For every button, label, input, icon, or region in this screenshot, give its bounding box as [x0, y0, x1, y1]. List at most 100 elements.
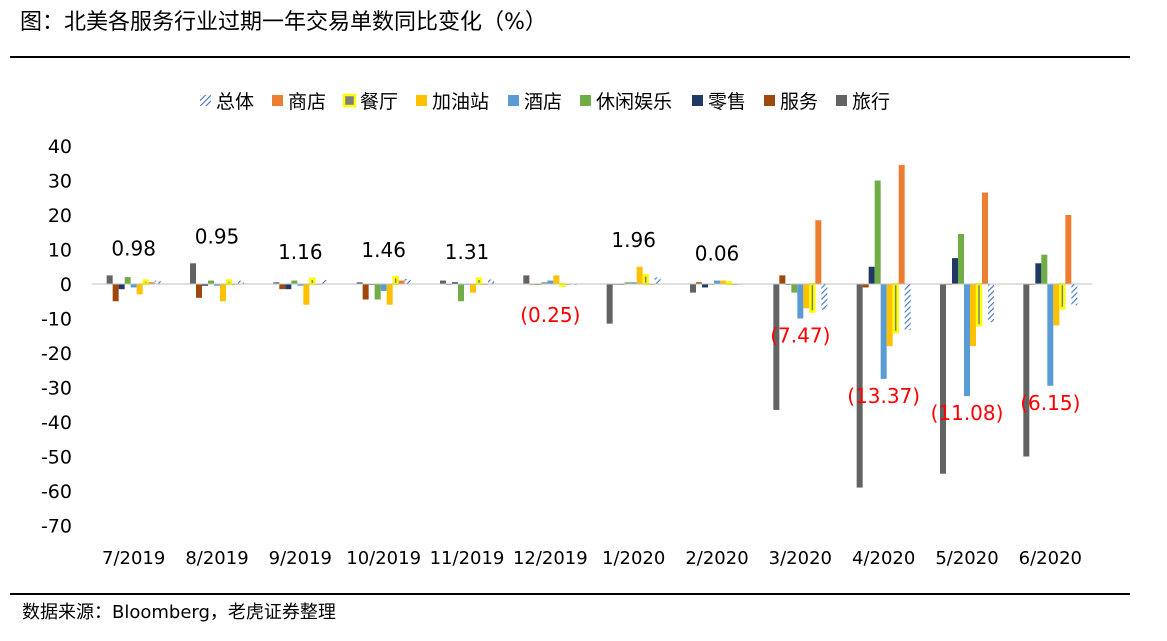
- bar-retail-4: [452, 282, 458, 284]
- bar-restaurant-4: [475, 277, 483, 286]
- bar-gas-4: [470, 284, 476, 293]
- data-label-overall-6: 1.96: [611, 228, 656, 252]
- top-divider: [10, 56, 1130, 58]
- bar-retail-11: [1035, 263, 1042, 284]
- x-tick-label: 1/2020: [602, 548, 665, 569]
- bar-restaurant-10: [975, 282, 983, 327]
- bar-retail-10: [952, 258, 958, 284]
- bar-leisure-2: [291, 280, 298, 284]
- bar-overall-3: [404, 278, 411, 284]
- bar-gas-3: [386, 284, 393, 305]
- bar-leisure-9: [874, 180, 881, 284]
- bar-travel-6: [606, 284, 613, 324]
- bar-leisure-5: [541, 282, 548, 284]
- legend-label-travel: 旅行: [852, 91, 890, 113]
- legend-label-store: 商店: [288, 91, 326, 113]
- bar-retail-0: [118, 284, 125, 290]
- data-label-overall-11: (6.15): [1020, 391, 1080, 415]
- bar-hotel-1: [214, 284, 220, 286]
- bar-hotel-2: [297, 284, 304, 286]
- bar-retail-2: [285, 284, 292, 290]
- bar-hotel-5: [547, 280, 554, 284]
- legend-label-overall: 总体: [216, 91, 254, 113]
- data-labels: 0.98 0.95 1.16 1.46 1.31 (0.25) 1.96 0.06 (7.47)…: [111, 224, 1080, 425]
- bar-gas-0: [136, 284, 143, 295]
- bar-gas-10: [970, 284, 976, 347]
- x-tick-label: 2/2020: [685, 548, 748, 569]
- bar-overall-10: [988, 284, 994, 323]
- legend-swatch-overall: [200, 95, 211, 106]
- bar-restaurant-0: [142, 279, 149, 286]
- bar-travel-10: [940, 284, 946, 474]
- legend-label-hotel: 酒店: [524, 91, 562, 113]
- bar-retail-7: [702, 284, 708, 288]
- bar-restaurant-3: [392, 275, 399, 286]
- bar-travel-2: [273, 282, 280, 284]
- bar-travel-8: [773, 284, 780, 410]
- bar-gas-7: [720, 280, 726, 284]
- bar-hotel-8: [797, 284, 804, 319]
- y-tick-label: -70: [41, 516, 72, 538]
- bar-store-3: [398, 280, 405, 284]
- legend-swatch-store: [272, 95, 283, 106]
- bar-gas-5: [553, 275, 560, 284]
- legend-label-gas: 加油站: [432, 91, 489, 113]
- y-tick-label: 30: [48, 171, 72, 193]
- bar-restaurant-1: [225, 279, 233, 286]
- bar-services-0: [112, 284, 119, 302]
- bar-overall-4: [488, 279, 494, 284]
- bar-hotel-7: [714, 280, 720, 284]
- y-tick-label: 0: [60, 274, 72, 296]
- bar-hotel-10: [964, 284, 970, 397]
- bar-restaurant-9: [892, 282, 899, 334]
- bar-gas-11: [1053, 284, 1060, 326]
- y-tick-label: 40: [48, 136, 72, 158]
- bar-hotel-3: [380, 284, 387, 291]
- bottom-divider: [10, 593, 1130, 595]
- bar-leisure-0: [124, 277, 131, 284]
- data-label-overall-7: 0.06: [695, 242, 740, 266]
- bar-overall-6: [654, 277, 661, 284]
- bar-store-8: [815, 220, 822, 284]
- bar-travel-1: [190, 263, 196, 284]
- y-tick-label: -10: [41, 309, 72, 331]
- bar-travel-5: [523, 275, 530, 284]
- legend-label-services: 服务: [780, 91, 818, 113]
- bar-store-11: [1065, 215, 1072, 284]
- bar-travel-4: [440, 280, 446, 284]
- legend-swatch-travel: [836, 95, 847, 106]
- legend-swatch-retail: [692, 95, 703, 106]
- x-tick-label: 10/2019: [346, 548, 421, 569]
- x-tick-label: 8/2019: [185, 548, 248, 569]
- data-label-overall-9: (13.37): [847, 384, 920, 408]
- legend-label-restaurant: 餐厅: [360, 91, 398, 113]
- bar-leisure-4: [458, 284, 464, 302]
- bar-hotel-6: [630, 282, 637, 284]
- data-label-overall-3: 1.46: [361, 238, 406, 262]
- legend-label-leisure: 休闲娱乐: [596, 91, 672, 113]
- legend-swatch-gas: [416, 95, 427, 106]
- x-tick-label: 9/2019: [269, 548, 332, 569]
- data-label-overall-1: 0.95: [195, 224, 240, 248]
- chart-title: 图：北美各服务行业过期一年交易单数同比变化（%）: [20, 10, 547, 35]
- bar-leisure-10: [958, 233, 964, 284]
- bar-gas-8: [803, 284, 810, 309]
- bar-restaurant-2: [309, 277, 316, 286]
- bar-services-3: [362, 284, 369, 300]
- x-tick-label: 3/2020: [769, 548, 832, 569]
- bar-gas-6: [636, 266, 643, 284]
- bar-overall-9: [904, 284, 911, 331]
- bar-retail-1: [202, 284, 208, 286]
- bar-store-10: [982, 192, 988, 284]
- y-tick-label: 10: [48, 240, 72, 262]
- bar-overall-8: [821, 284, 828, 310]
- bar-hotel-0: [130, 284, 137, 288]
- x-tick-label: 6/2020: [1019, 548, 1082, 569]
- bar-travel-7: [690, 284, 696, 293]
- bar-overall-0: [154, 280, 161, 284]
- legend-swatch-hotel: [508, 95, 519, 106]
- bar-restaurant-8: [809, 282, 816, 313]
- bar-services-8: [779, 275, 786, 284]
- legend-label-retail: 零售: [708, 91, 746, 113]
